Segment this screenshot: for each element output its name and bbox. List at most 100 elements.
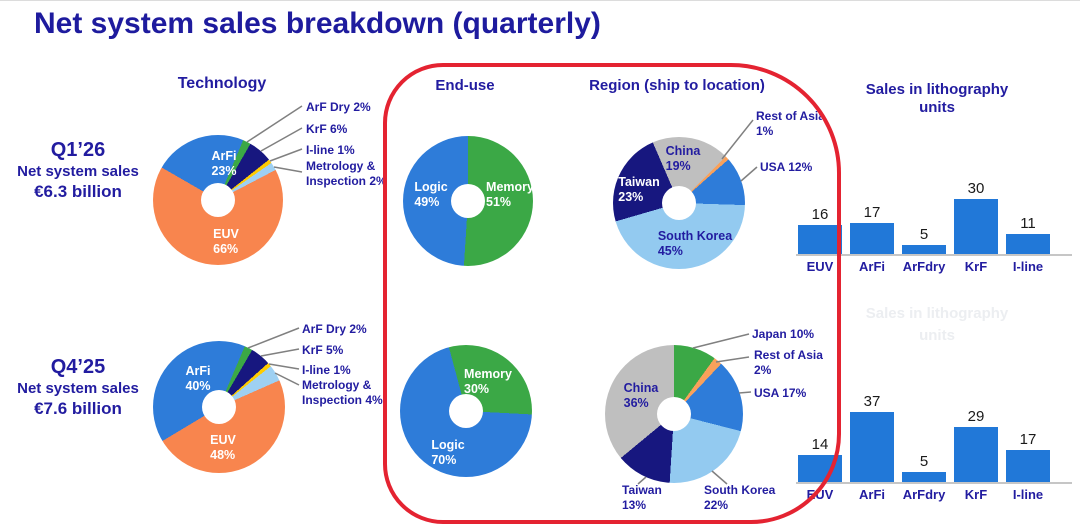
bar-column-q4-i-line: 17 xyxy=(1006,387,1050,482)
bar-q1-i-line xyxy=(1006,234,1050,254)
row-label-q4-25: Q4’25 Net system sales €7.6 billion xyxy=(8,356,148,419)
bar-column-q1-krf: 30 xyxy=(954,174,998,254)
slice-label-q1-memory: Memory 51% xyxy=(486,180,534,209)
slice-label-q4-china: China 36% xyxy=(623,381,659,410)
bar-column-q1-euv: 16 xyxy=(798,174,842,254)
callout-q4-i-line: I-line 1% xyxy=(302,363,351,377)
bar-value: 5 xyxy=(919,226,929,243)
bar-q1-euv xyxy=(798,225,842,254)
callout-q1-krf: KrF 6% xyxy=(306,122,348,136)
leader-line xyxy=(721,119,754,160)
page-title: Net system sales breakdown (quarterly) xyxy=(34,7,601,40)
bar-value: 17 xyxy=(863,204,881,221)
slice-label-q4-logic: Logic 70% xyxy=(431,438,465,467)
bar-column-q1-i-line: 11 xyxy=(1006,174,1050,254)
ghost-units-header: Sales in lithography units xyxy=(865,305,1009,344)
bar-value: 37 xyxy=(863,393,881,410)
callout-q1-i-line: I-line 1% xyxy=(306,143,355,157)
callout-q4-rest-of-asia: Rest of Asia 2% xyxy=(754,348,823,377)
bar-category-q1-arfdry: ArFdry xyxy=(902,259,946,274)
slice-label-q1-china: China 19% xyxy=(665,144,701,173)
donut-q1-region xyxy=(613,137,745,269)
bar-column-q4-arfdry: 5 xyxy=(902,387,946,482)
donut-q1-technology xyxy=(153,135,283,265)
leader-line xyxy=(268,363,300,370)
leader-line xyxy=(269,148,303,162)
bar-value: 17 xyxy=(1019,431,1037,448)
bar-column-q1-arfi: 17 xyxy=(850,174,894,254)
slice-label-q1-euv: EUV 66% xyxy=(213,227,239,256)
leader-line xyxy=(260,348,300,357)
bar-q4-euv xyxy=(798,455,842,482)
leader-line xyxy=(260,127,303,152)
bar-value: 11 xyxy=(1020,215,1036,232)
bar-category-q4-arfi: ArFi xyxy=(859,487,885,502)
quarter-label: Q1’26 xyxy=(50,139,106,161)
slice-label-q4-euv: EUV 48% xyxy=(210,433,236,462)
column-header-end-use: End-use xyxy=(435,77,495,94)
bar-q4-i-line xyxy=(1006,450,1050,482)
bar-q1-arfdry xyxy=(902,245,946,254)
bar-category-q1-euv: EUV xyxy=(806,259,834,274)
bar-value: 14 xyxy=(811,436,829,453)
donut-hole xyxy=(657,397,691,431)
callout-q4-taiwan: Taiwan 13% xyxy=(622,483,662,512)
sales-amount: €6.3 billion xyxy=(34,182,122,201)
bar-category-q1-i-line: I-line xyxy=(1012,259,1044,274)
callout-q1-metrology: Metrology & Inspection 2% xyxy=(306,159,387,188)
bar-column-q4-krf: 29 xyxy=(954,387,998,482)
leader-line xyxy=(692,333,750,349)
bar-q4-krf xyxy=(954,427,998,482)
donut-q4-region xyxy=(605,345,743,483)
column-header-units: Sales in lithography units xyxy=(865,81,1009,116)
callout-q1-usa: USA 12% xyxy=(760,160,813,174)
leader-line xyxy=(247,327,300,349)
callout-q1-rest-of-asia: Rest of Asia 1% xyxy=(756,109,825,138)
slice-label-q1-logic: Logic 49% xyxy=(414,180,448,209)
q1-bar-baseline xyxy=(796,254,1072,256)
callout-q1-arf-dry: ArF Dry 2% xyxy=(306,100,371,114)
quarter-label: Q4’25 xyxy=(50,356,106,378)
donut-hole xyxy=(201,183,235,217)
bar-value: 30 xyxy=(967,180,985,197)
donut-q4-end-use xyxy=(400,345,532,477)
bar-category-q1-arfi: ArFi xyxy=(859,259,885,274)
bar-column-q4-euv: 14 xyxy=(798,387,842,482)
leader-line xyxy=(273,166,303,173)
bar-column-q4-arfi: 37 xyxy=(850,387,894,482)
callout-q4-krf: KrF 5% xyxy=(302,343,344,357)
slice-label-q1-taiwan: Taiwan 23% xyxy=(618,175,660,204)
bar-q1-arfi xyxy=(850,223,894,254)
callout-q4-usa: USA 17% xyxy=(754,386,807,400)
leader-line xyxy=(738,391,752,394)
callout-q4-japan: Japan 10% xyxy=(752,327,815,341)
leader-line xyxy=(740,166,758,182)
q4-bar-baseline xyxy=(796,482,1072,484)
bar-category-q4-euv: EUV xyxy=(806,487,834,502)
row-label-q1-26: Q1’26 Net system sales €6.3 billion xyxy=(8,139,148,202)
net-system-sales-label: Net system sales xyxy=(17,380,139,397)
donut-hole xyxy=(202,390,236,424)
bar-category-q4-krf: KrF xyxy=(964,487,988,502)
callout-q4-metrology: Metrology & Inspection 4% xyxy=(302,378,383,407)
slice-label-q1-arfi: ArFi 23% xyxy=(211,149,237,178)
donut-hole xyxy=(451,184,485,218)
donut-q4-technology xyxy=(153,341,285,473)
bar-value: 29 xyxy=(967,408,985,425)
slice-label-q4-arfi: ArFi 40% xyxy=(185,364,211,393)
column-header-technology: Technology xyxy=(177,75,267,92)
net-system-sales-label: Net system sales xyxy=(17,163,139,180)
donut-hole xyxy=(449,394,483,428)
bar-q4-arfi xyxy=(850,412,894,482)
donut-hole xyxy=(662,186,696,220)
bar-q1-krf xyxy=(954,199,998,254)
bar-column-q1-arfdry: 5 xyxy=(902,174,946,254)
bar-category-q4-i-line: I-line xyxy=(1012,487,1044,502)
sales-amount: €7.6 billion xyxy=(34,399,122,418)
bar-value: 5 xyxy=(919,453,929,470)
leader-line xyxy=(246,105,303,143)
column-header-region: Region (ship to location) xyxy=(589,77,765,94)
slice-label-q4-memory: Memory 30% xyxy=(464,367,512,396)
leader-line xyxy=(715,356,750,363)
